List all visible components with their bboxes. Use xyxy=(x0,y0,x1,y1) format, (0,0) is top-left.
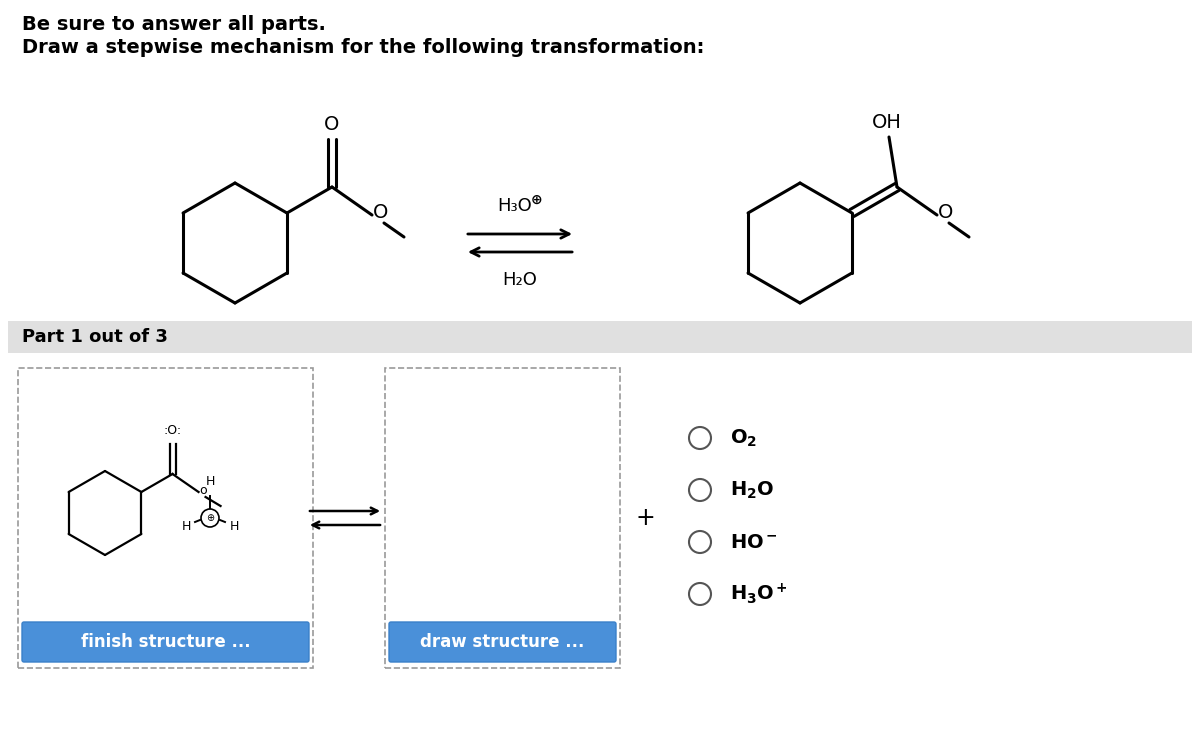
Text: $\mathbf{H_2O}$: $\mathbf{H_2O}$ xyxy=(730,479,774,501)
Bar xyxy=(18,368,313,668)
Text: finish structure ...: finish structure ... xyxy=(80,633,251,651)
Text: draw structure ...: draw structure ... xyxy=(420,633,584,651)
Text: O: O xyxy=(324,115,340,134)
Text: H: H xyxy=(229,520,239,532)
Text: $\mathbf{O_2}$: $\mathbf{O_2}$ xyxy=(730,427,757,449)
Text: ⊕: ⊕ xyxy=(206,513,214,523)
Text: Be sure to answer all parts.: Be sure to answer all parts. xyxy=(22,15,326,34)
Text: O: O xyxy=(938,204,953,223)
FancyBboxPatch shape xyxy=(22,622,310,662)
Text: $\mathbf{H_3O^+}$: $\mathbf{H_3O^+}$ xyxy=(730,582,788,606)
Text: H₂O: H₂O xyxy=(503,271,538,289)
Text: H₃O: H₃O xyxy=(498,197,533,215)
Text: H: H xyxy=(181,520,191,532)
Text: :O:: :O: xyxy=(163,424,181,437)
Text: $\mathbf{HO^-}$: $\mathbf{HO^-}$ xyxy=(730,532,778,551)
Text: ⊕: ⊕ xyxy=(532,193,542,207)
Text: OH: OH xyxy=(872,113,902,132)
Text: O: O xyxy=(373,204,389,223)
Text: o: o xyxy=(199,485,208,498)
Text: +: + xyxy=(635,506,655,530)
Bar xyxy=(385,368,620,668)
Text: Draw a stepwise mechanism for the following transformation:: Draw a stepwise mechanism for the follow… xyxy=(22,38,704,57)
Text: Part 1 out of 3: Part 1 out of 3 xyxy=(22,328,168,346)
Text: H: H xyxy=(205,475,215,488)
FancyBboxPatch shape xyxy=(389,622,616,662)
Bar xyxy=(8,321,1192,353)
